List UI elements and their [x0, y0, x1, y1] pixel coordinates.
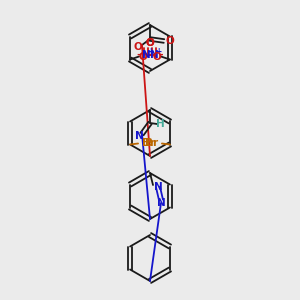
Text: N: N	[142, 50, 151, 59]
Text: O: O	[153, 52, 161, 62]
Text: N: N	[135, 131, 143, 141]
Text: Br: Br	[142, 139, 154, 148]
Text: +: +	[155, 47, 161, 56]
Text: O: O	[146, 38, 154, 49]
Text: N: N	[157, 198, 165, 208]
Text: N: N	[149, 50, 158, 59]
Text: O: O	[134, 42, 142, 52]
Text: Br: Br	[146, 139, 158, 148]
Text: O: O	[139, 52, 147, 62]
Text: -: -	[159, 50, 164, 59]
Text: +: +	[147, 47, 153, 56]
Text: H: H	[156, 119, 164, 129]
Text: O: O	[146, 38, 154, 49]
Text: -: -	[136, 50, 141, 59]
Text: O: O	[166, 36, 174, 46]
Text: N: N	[154, 182, 162, 192]
